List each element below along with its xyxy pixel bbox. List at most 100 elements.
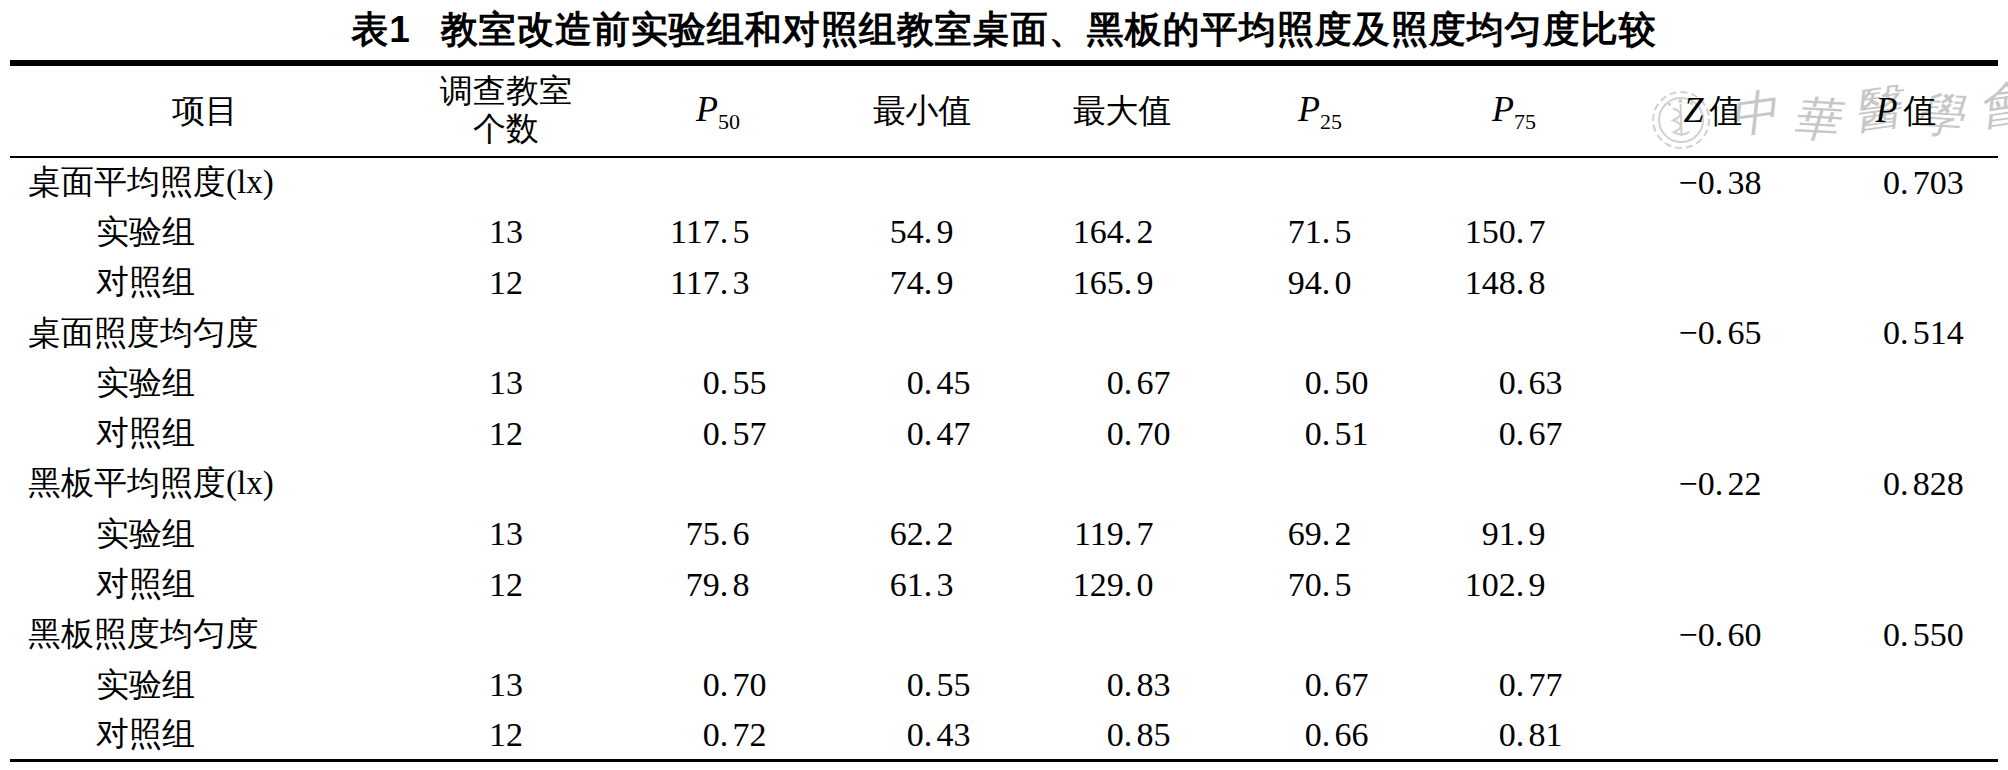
cell-p — [1814, 660, 1998, 710]
header-row: 项目调查教室个数P50最小值最大值P25P75Z值P值 — [10, 63, 1998, 157]
cell-p50: 0.72 — [612, 710, 824, 760]
cell-min: 61.3 — [824, 559, 1020, 609]
cell-p50: 75.6 — [612, 509, 824, 559]
column-header-min: 最小值 — [824, 63, 1020, 157]
group-row: 对照组1279.861.3129.070.5102.9 — [10, 559, 1998, 609]
column-header-z: Z值 — [1612, 63, 1814, 157]
category-row: 黑板平均照度(lx) −0.220.828 — [10, 459, 1998, 509]
cell-p25: 0.51 — [1224, 408, 1416, 458]
cell-p: 0.828 — [1814, 459, 1998, 509]
cell-p25: 69.2 — [1224, 509, 1416, 559]
cell-p25 — [1224, 308, 1416, 358]
cell-p75 — [1416, 459, 1612, 509]
column-header-p: P值 — [1814, 63, 1998, 157]
cell-p — [1814, 408, 1998, 458]
cell-p75: 102.9 — [1416, 559, 1612, 609]
cell-min: 0.55 — [824, 660, 1020, 710]
cell-p50 — [612, 459, 824, 509]
category-row: 桌面照度均匀度−0.650.514 — [10, 308, 1998, 358]
cell-min: 0.47 — [824, 408, 1020, 458]
group-row: 实验组1375.662.2119.769.291.9 — [10, 509, 1998, 559]
cell-p — [1814, 358, 1998, 408]
cell-max: 129.0 — [1020, 559, 1224, 609]
column-header-p75: P75 — [1416, 63, 1612, 157]
cell-p50: 79.8 — [612, 559, 824, 609]
column-header-item: 项目 — [10, 63, 400, 157]
cell-min — [824, 610, 1020, 660]
cell-z — [1612, 559, 1814, 609]
cell-n: 13 — [400, 358, 612, 408]
cell-p25 — [1224, 459, 1416, 509]
cell-z: −0.22 — [1612, 459, 1814, 509]
cell-p: 0.703 — [1814, 157, 1998, 207]
cell-p25: 70.5 — [1224, 559, 1416, 609]
group-row: 对照组120.720.430.850.660.81 — [10, 710, 1998, 760]
category-row: 桌面平均照度(lx)−0.380.703 — [10, 157, 1998, 207]
column-header-p25: P25 — [1224, 63, 1416, 157]
cell-p: 0.514 — [1814, 308, 1998, 358]
cell-min: 0.43 — [824, 710, 1020, 760]
cell-p50 — [612, 157, 824, 207]
cell-item-label: 黑板照度均匀度 — [10, 610, 400, 660]
cell-p75: 148.8 — [1416, 258, 1612, 308]
cell-z — [1612, 207, 1814, 257]
cell-p50: 117.5 — [612, 207, 824, 257]
cell-max — [1020, 610, 1224, 660]
cell-item-label: 实验组 — [10, 358, 400, 408]
cell-item-label: 黑板平均照度(lx) — [10, 459, 400, 509]
cell-p75: 0.77 — [1416, 660, 1612, 710]
cell-item-label: 桌面照度均匀度 — [10, 308, 400, 358]
cell-p50: 0.57 — [612, 408, 824, 458]
cell-z — [1612, 660, 1814, 710]
cell-p75 — [1416, 308, 1612, 358]
cell-p — [1814, 559, 1998, 609]
cell-min: 74.9 — [824, 258, 1020, 308]
cell-item-label: 实验组 — [10, 660, 400, 710]
cell-max — [1020, 157, 1224, 207]
cell-n — [400, 459, 612, 509]
cell-p — [1814, 509, 1998, 559]
cell-z: −0.38 — [1612, 157, 1814, 207]
cell-p25: 94.0 — [1224, 258, 1416, 308]
cell-z — [1612, 358, 1814, 408]
cell-item-label: 对照组 — [10, 258, 400, 308]
cell-p — [1814, 207, 1998, 257]
cell-z: −0.60 — [1612, 610, 1814, 660]
cell-n — [400, 157, 612, 207]
column-header-p50: P50 — [612, 63, 824, 157]
cell-p25 — [1224, 157, 1416, 207]
cell-n: 13 — [400, 207, 612, 257]
cell-n: 13 — [400, 660, 612, 710]
cell-p: 0.550 — [1814, 610, 1998, 660]
cell-max: 165.9 — [1020, 258, 1224, 308]
cell-p — [1814, 710, 1998, 760]
cell-min: 62.2 — [824, 509, 1020, 559]
category-row: 黑板照度均匀度 −0.600.550 — [10, 610, 1998, 660]
cell-min — [824, 157, 1020, 207]
cell-z — [1612, 258, 1814, 308]
group-row: 实验组13117.554.9164.271.5150.7 — [10, 207, 1998, 257]
cell-min — [824, 308, 1020, 358]
cell-min — [824, 459, 1020, 509]
cell-p75: 91.9 — [1416, 509, 1612, 559]
cell-max — [1020, 308, 1224, 358]
table-title: 表1 教室改造前实验组和对照组教室桌面、黑板的平均照度及照度均匀度比较 — [0, 0, 2008, 60]
cell-p75: 0.63 — [1416, 358, 1612, 408]
cell-n: 12 — [400, 408, 612, 458]
cell-p75: 0.67 — [1416, 408, 1612, 458]
cell-min: 54.9 — [824, 207, 1020, 257]
cell-p — [1814, 258, 1998, 308]
cell-p50 — [612, 610, 824, 660]
cell-max: 0.67 — [1020, 358, 1224, 408]
cell-max: 164.2 — [1020, 207, 1224, 257]
cell-n — [400, 308, 612, 358]
cell-item-label: 对照组 — [10, 710, 400, 760]
cell-n — [400, 610, 612, 660]
cell-max: 0.85 — [1020, 710, 1224, 760]
cell-p75: 0.81 — [1416, 710, 1612, 760]
cell-max: 0.70 — [1020, 408, 1224, 458]
cell-p25: 71.5 — [1224, 207, 1416, 257]
cell-p25 — [1224, 610, 1416, 660]
cell-max: 119.7 — [1020, 509, 1224, 559]
cell-z — [1612, 408, 1814, 458]
